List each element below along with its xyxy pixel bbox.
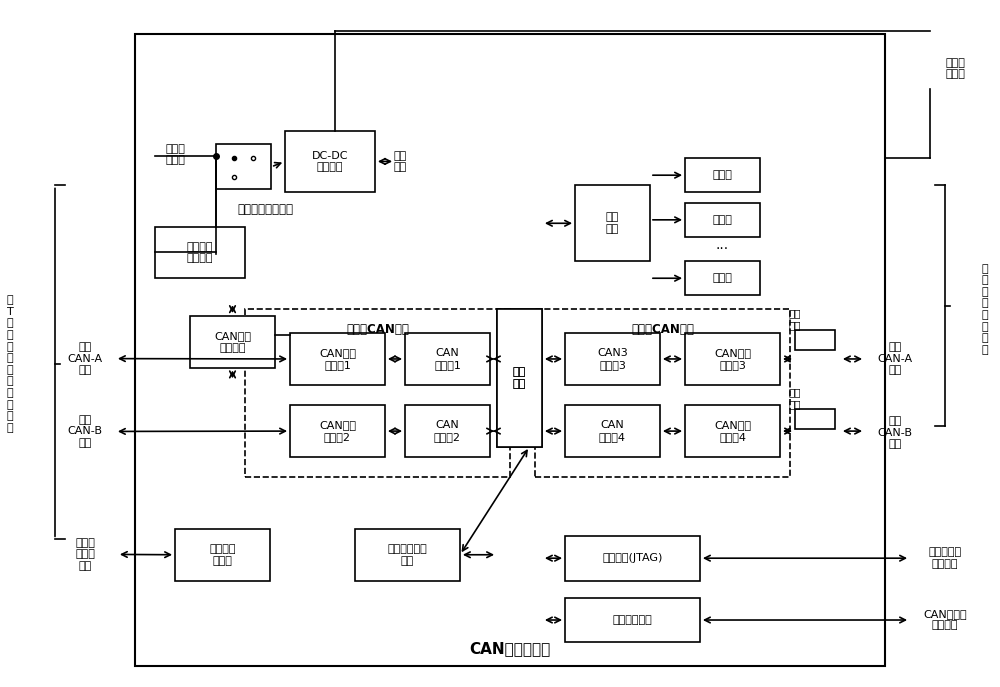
Text: 星上
CAN-B
网络: 星上 CAN-B 网络 bbox=[68, 415, 103, 448]
Text: 微控
制器: 微控 制器 bbox=[513, 367, 526, 389]
Text: 秒脉冲侦
测接口: 秒脉冲侦 测接口 bbox=[209, 544, 236, 565]
Text: CAN
控制器4: CAN 控制器4 bbox=[599, 420, 626, 442]
Text: CAN隔离
收发器4: CAN隔离 收发器4 bbox=[714, 420, 751, 442]
FancyBboxPatch shape bbox=[190, 316, 275, 368]
Text: 加热片: 加热片 bbox=[713, 215, 732, 225]
Bar bbox=[216, 144, 271, 189]
FancyBboxPatch shape bbox=[405, 333, 490, 385]
Text: 接星内
秒脉冲
信号: 接星内 秒脉冲 信号 bbox=[75, 538, 95, 571]
Text: 程序调试及
烧录接口: 程序调试及 烧录接口 bbox=[928, 547, 962, 569]
Text: CAN3
控制器3: CAN3 控制器3 bbox=[597, 348, 628, 370]
Text: 微控制器外围
电路: 微控制器外围 电路 bbox=[388, 544, 427, 565]
FancyBboxPatch shape bbox=[565, 405, 660, 457]
FancyBboxPatch shape bbox=[685, 203, 760, 237]
FancyBboxPatch shape bbox=[565, 598, 700, 642]
FancyBboxPatch shape bbox=[290, 333, 385, 385]
Text: 外部直
流电源: 外部直 流电源 bbox=[945, 58, 965, 80]
Text: CAN隔离
收发器2: CAN隔离 收发器2 bbox=[319, 420, 356, 442]
Text: 星内一
次电源: 星内一 次电源 bbox=[165, 144, 185, 166]
Text: CAN信号
侦测接口: CAN信号 侦测接口 bbox=[214, 331, 251, 352]
Bar bbox=[135, 34, 885, 666]
Bar bbox=[535, 309, 790, 477]
FancyBboxPatch shape bbox=[565, 333, 660, 385]
Text: CAN隔离转发器: CAN隔离转发器 bbox=[469, 641, 551, 656]
Text: ···: ··· bbox=[716, 242, 729, 256]
FancyBboxPatch shape bbox=[285, 131, 375, 192]
Text: CAN波特率
滤波设置: CAN波特率 滤波设置 bbox=[923, 609, 967, 631]
Text: 加热片: 加热片 bbox=[713, 273, 732, 283]
Text: 接
第
一
段
地
测
电
缆: 接 第 一 段 地 测 电 缆 bbox=[982, 264, 988, 354]
FancyBboxPatch shape bbox=[685, 405, 780, 457]
Text: 供电电源切换开关: 供电电源切换开关 bbox=[237, 203, 293, 216]
Text: 地面
CAN-B
网络: 地面 CAN-B 网络 bbox=[878, 416, 912, 449]
Text: 一次电源
测试接口: 一次电源 测试接口 bbox=[187, 242, 213, 263]
Text: CAN隔离
收发器1: CAN隔离 收发器1 bbox=[319, 348, 356, 370]
FancyBboxPatch shape bbox=[685, 333, 780, 385]
FancyBboxPatch shape bbox=[685, 158, 760, 192]
Text: 匹配
电阻: 匹配 电阻 bbox=[789, 308, 801, 330]
Text: 与地面CAN接口: 与地面CAN接口 bbox=[631, 323, 694, 336]
Bar bbox=[795, 330, 835, 350]
FancyBboxPatch shape bbox=[497, 309, 542, 447]
Text: 接
T
型
电
缆
的
第
二
电
连
接
器: 接 T 型 电 缆 的 第 二 电 连 接 器 bbox=[7, 295, 13, 433]
Text: DC-DC
电源模块: DC-DC 电源模块 bbox=[312, 150, 348, 172]
Text: 微控
制器: 微控 制器 bbox=[513, 367, 526, 389]
Text: 与星上CAN接口: 与星上CAN接口 bbox=[346, 323, 409, 336]
Text: 加热片: 加热片 bbox=[713, 170, 732, 180]
Text: 星上
CAN-A
网络: 星上 CAN-A 网络 bbox=[67, 342, 103, 375]
FancyBboxPatch shape bbox=[565, 536, 700, 581]
Text: CAN
控制器1: CAN 控制器1 bbox=[434, 348, 461, 370]
Text: 热控
电路: 热控 电路 bbox=[606, 212, 619, 234]
FancyBboxPatch shape bbox=[175, 529, 270, 581]
Bar bbox=[245, 309, 510, 477]
Text: 板内
供电: 板内 供电 bbox=[393, 150, 407, 172]
FancyBboxPatch shape bbox=[155, 227, 245, 278]
Text: CAN
控制器2: CAN 控制器2 bbox=[434, 420, 461, 442]
FancyBboxPatch shape bbox=[497, 309, 542, 447]
Text: 匹配
电阻: 匹配 电阻 bbox=[789, 387, 801, 409]
Text: 地面
CAN-A
网络: 地面 CAN-A 网络 bbox=[877, 342, 913, 375]
Bar bbox=[795, 409, 835, 429]
FancyBboxPatch shape bbox=[575, 185, 650, 261]
Text: CAN隔离
收发器3: CAN隔离 收发器3 bbox=[714, 348, 751, 370]
FancyBboxPatch shape bbox=[405, 405, 490, 457]
FancyBboxPatch shape bbox=[290, 405, 385, 457]
FancyBboxPatch shape bbox=[355, 529, 460, 581]
Text: 通信配置接口: 通信配置接口 bbox=[613, 615, 652, 625]
FancyBboxPatch shape bbox=[685, 261, 760, 295]
Text: 调试接口(JTAG): 调试接口(JTAG) bbox=[602, 553, 663, 563]
